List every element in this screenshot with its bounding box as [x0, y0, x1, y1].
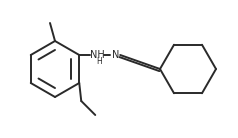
Text: H: H [96, 56, 102, 66]
Text: N: N [112, 50, 119, 60]
Text: NH: NH [90, 50, 105, 60]
